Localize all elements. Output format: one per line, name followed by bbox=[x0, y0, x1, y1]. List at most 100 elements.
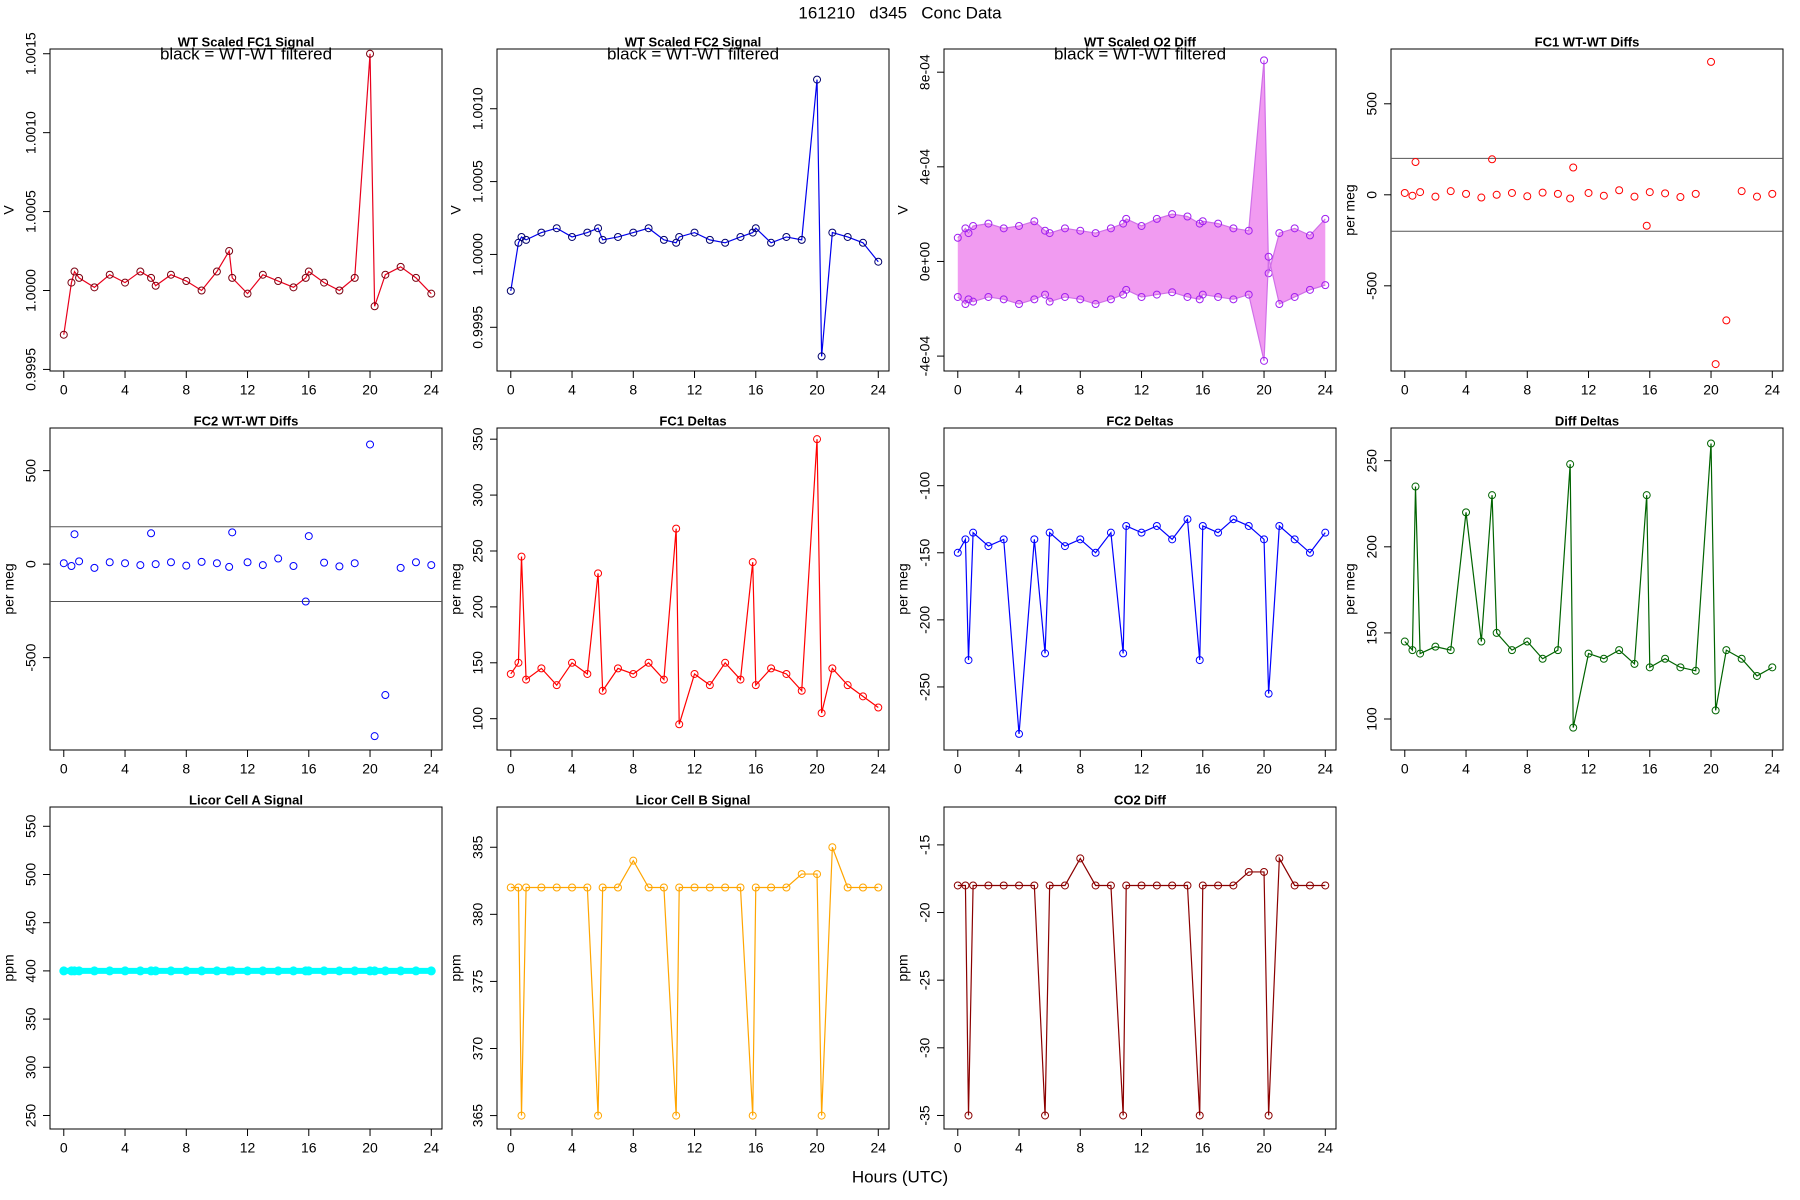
data-point bbox=[1045, 528, 1054, 537]
x-tick-label: 12 bbox=[1134, 1140, 1150, 1156]
panel-title: FC1 Deltas bbox=[659, 413, 726, 428]
data-point bbox=[552, 224, 561, 233]
y-tick-label: 1.0000 bbox=[470, 233, 486, 276]
data-point bbox=[675, 232, 684, 241]
data-point bbox=[1408, 646, 1417, 655]
plot-frame bbox=[49, 48, 443, 372]
data-point bbox=[320, 558, 329, 567]
x-tick-label: 24 bbox=[870, 1140, 886, 1156]
data-point bbox=[370, 966, 380, 976]
panel-title: WT Scaled O2 Diff bbox=[1084, 34, 1197, 49]
x-tick-label: 24 bbox=[1317, 1140, 1333, 1156]
data-point bbox=[1152, 521, 1161, 530]
x-tick-label: 20 bbox=[809, 382, 825, 398]
data-point bbox=[1168, 288, 1177, 297]
data-point bbox=[1264, 252, 1273, 261]
data-point bbox=[984, 292, 993, 301]
data-point bbox=[181, 966, 191, 976]
data-point bbox=[1119, 649, 1128, 658]
data-point bbox=[797, 686, 806, 695]
data-point bbox=[767, 664, 776, 673]
data-point bbox=[1045, 297, 1054, 306]
x-tick-label: 16 bbox=[1195, 761, 1211, 777]
data-point bbox=[969, 221, 978, 230]
data-point bbox=[335, 286, 344, 295]
data-point bbox=[182, 561, 191, 570]
data-point bbox=[1768, 189, 1777, 198]
data-point bbox=[736, 883, 745, 892]
data-point bbox=[1737, 654, 1746, 663]
data-point bbox=[1244, 867, 1253, 876]
y-tick-label: 375 bbox=[470, 970, 486, 994]
plot-frame bbox=[943, 48, 1337, 372]
data-point bbox=[767, 238, 776, 247]
data-point bbox=[1488, 155, 1497, 164]
data-point bbox=[136, 267, 145, 276]
data-point bbox=[380, 966, 390, 976]
data-point bbox=[751, 224, 760, 233]
data-point bbox=[366, 440, 375, 449]
data-point bbox=[1615, 646, 1624, 655]
x-tick-label: 0 bbox=[1401, 761, 1409, 777]
data-point bbox=[817, 709, 826, 718]
data-point bbox=[598, 686, 607, 695]
data-point bbox=[1722, 316, 1731, 325]
y-tick-label: 0.9995 bbox=[23, 348, 39, 391]
panel-title: WT Scaled FC2 Signal bbox=[625, 34, 762, 49]
data-point bbox=[1768, 663, 1777, 672]
data-point bbox=[1722, 646, 1731, 655]
data-point bbox=[1076, 854, 1085, 863]
data-point bbox=[537, 883, 546, 892]
series-line bbox=[957, 517, 1326, 734]
data-point bbox=[1260, 356, 1269, 365]
x-tick-label: 4 bbox=[568, 382, 576, 398]
y-tick-label: 450 bbox=[23, 911, 39, 935]
data-point bbox=[1661, 189, 1670, 198]
data-point bbox=[1752, 671, 1761, 680]
data-point bbox=[506, 669, 515, 678]
data-point bbox=[335, 562, 344, 571]
data-point bbox=[1431, 192, 1440, 201]
data-point bbox=[1446, 646, 1455, 655]
y-tick-label: 385 bbox=[470, 835, 486, 859]
data-point bbox=[243, 966, 253, 976]
x-tick-label: 4 bbox=[121, 761, 129, 777]
data-point bbox=[517, 552, 526, 561]
data-point bbox=[151, 966, 161, 976]
data-point bbox=[411, 966, 421, 976]
data-point bbox=[999, 295, 1008, 304]
data-point bbox=[961, 535, 970, 544]
data-point bbox=[721, 883, 730, 892]
data-point bbox=[1305, 881, 1314, 890]
data-point bbox=[1152, 881, 1161, 890]
data-point bbox=[74, 966, 84, 976]
data-point bbox=[964, 295, 973, 304]
data-point bbox=[1041, 1111, 1050, 1120]
data-point bbox=[70, 530, 79, 539]
data-point bbox=[1183, 292, 1192, 301]
data-point bbox=[843, 883, 852, 892]
data-point bbox=[797, 870, 806, 879]
data-point bbox=[75, 557, 84, 566]
x-tick-label: 20 bbox=[362, 761, 378, 777]
data-point bbox=[659, 675, 668, 684]
data-point bbox=[1492, 190, 1501, 199]
x-tick-label: 12 bbox=[1134, 382, 1150, 398]
data-point bbox=[274, 554, 283, 563]
y-tick-label: 4e-04 bbox=[917, 149, 933, 185]
series-line bbox=[957, 256, 1326, 361]
data-point bbox=[1106, 528, 1115, 537]
data-point bbox=[197, 966, 207, 976]
data-point bbox=[984, 881, 993, 890]
data-point bbox=[212, 267, 221, 276]
data-point bbox=[105, 270, 114, 279]
data-point bbox=[1198, 521, 1207, 530]
panel-title: FC1 WT-WT Diffs bbox=[1535, 34, 1640, 49]
data-point bbox=[1260, 56, 1269, 65]
data-point bbox=[1275, 521, 1284, 530]
data-point bbox=[969, 528, 978, 537]
data-point bbox=[166, 270, 175, 279]
data-point bbox=[1305, 285, 1314, 294]
